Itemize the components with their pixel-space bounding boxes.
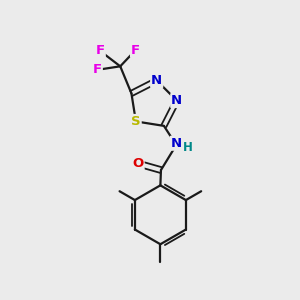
Text: F: F: [96, 44, 105, 58]
Text: N: N: [151, 74, 162, 87]
Text: H: H: [182, 141, 192, 154]
Text: O: O: [132, 157, 144, 170]
Text: N: N: [171, 137, 182, 150]
Text: N: N: [171, 94, 182, 107]
Text: S: S: [131, 115, 141, 128]
Text: F: F: [131, 44, 140, 57]
Text: F: F: [93, 63, 102, 76]
